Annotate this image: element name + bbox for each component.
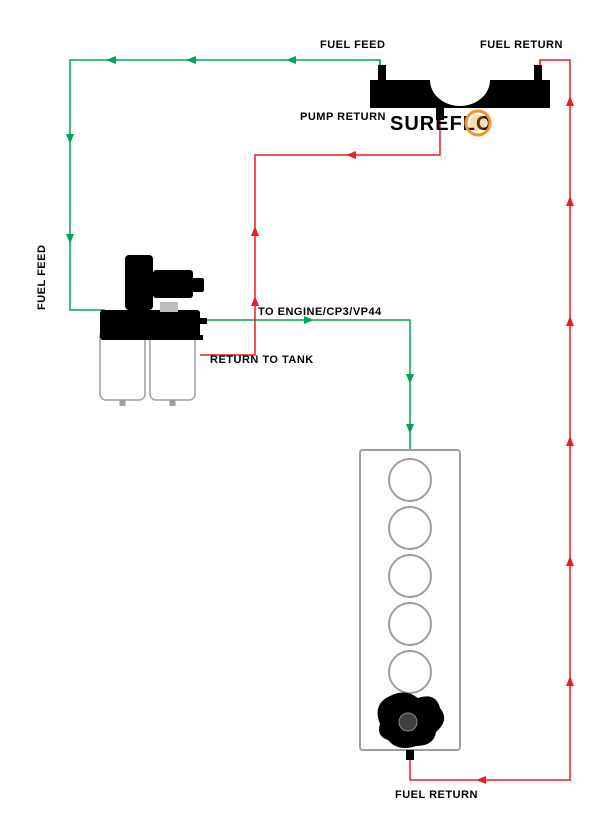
label-fuel-return-top: FUEL RETURN [480,39,563,51]
label-fuel-return-bottom: FUEL RETURN [395,789,478,801]
lift-pump-assembly [100,255,207,406]
label-to-engine: TO ENGINE/CP3/VP44 [258,306,382,318]
label-fuel-feed-left: FUEL FEED [36,245,48,310]
sureflo-sump: SUREFLO [370,65,550,135]
label-pump-return: PUMP RETURN [300,111,386,123]
labels: FUEL FEED FUEL RETURN PUMP RETURN FUEL F… [36,39,563,801]
engine-block [360,450,460,760]
arrowheads [66,56,574,784]
label-fuel-feed-top: FUEL FEED [320,39,385,51]
fuel-diagram: SUREFLO FUEL FEED FUEL RETURN PUMP RETUR… [0,0,600,817]
label-return-to-tank: RETURN TO TANK [210,354,314,366]
